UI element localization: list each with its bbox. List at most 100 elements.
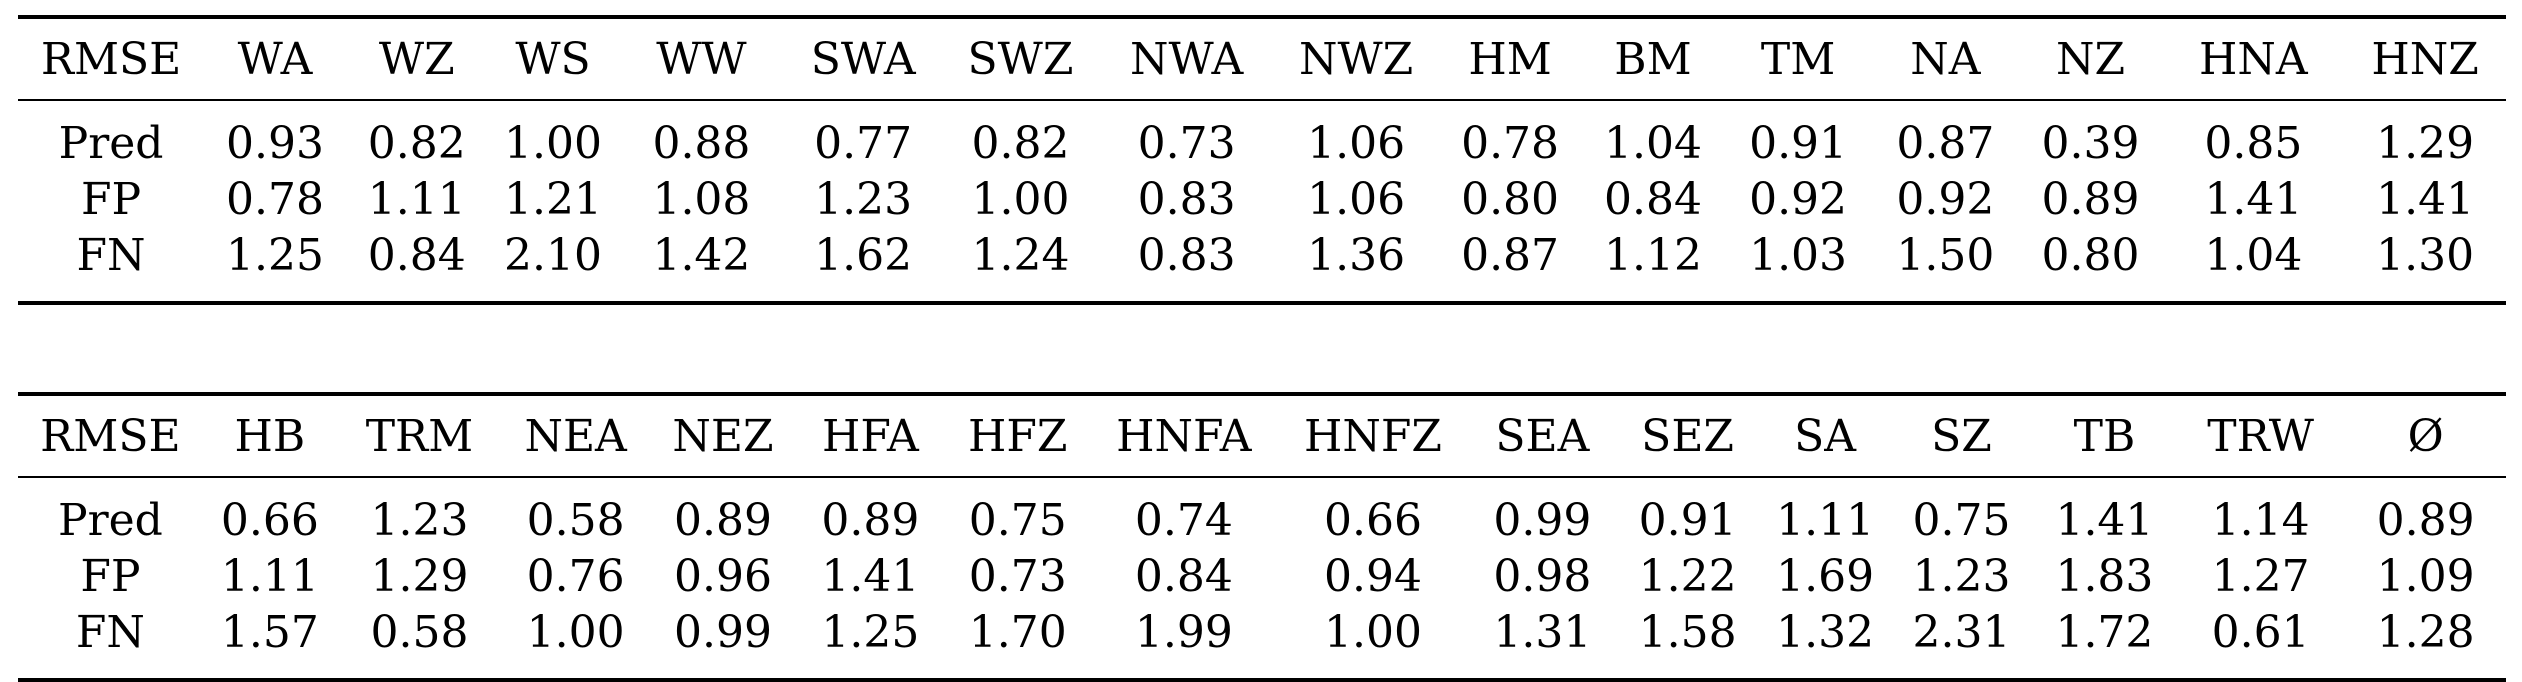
table-cell: 1.03 xyxy=(1749,229,1848,281)
table-row: FP 0.78 1.11 1.21 1.08 1.23 1.00 0.83 1.06 0.80 0.… xyxy=(18,171,2506,227)
table-cell: 1.11 xyxy=(1776,494,1875,546)
table-row: Pred 0.93 0.82 1.00 0.88 0.77 0.82 0.73 1.06 0.78… xyxy=(18,100,2506,171)
column-header: HNFZ xyxy=(1304,410,1443,462)
table-cell: 0.87 xyxy=(1461,229,1560,281)
table-cell: 0.80 xyxy=(1461,173,1560,225)
table-cell: 1.41 xyxy=(2204,173,2303,225)
column-header: TRM xyxy=(365,410,474,462)
table-cell: 1.08 xyxy=(652,173,751,225)
column-header: HB xyxy=(234,410,306,462)
table-cell: 1.28 xyxy=(2376,606,2475,658)
table-cell: 1.04 xyxy=(2204,229,2303,281)
table-cell: 1.83 xyxy=(2055,550,2154,602)
table-cell: 1.00 xyxy=(526,606,625,658)
table-cell: 1.06 xyxy=(1307,173,1406,225)
table-cell: 0.76 xyxy=(526,550,625,602)
table-cell: 0.94 xyxy=(1324,550,1422,602)
column-header: SEA xyxy=(1495,410,1590,462)
column-header: WZ xyxy=(378,33,455,85)
table-cell: 1.25 xyxy=(226,229,324,281)
table-cell: 0.99 xyxy=(674,606,772,658)
table-cell: 0.58 xyxy=(370,606,469,658)
column-header: HNZ xyxy=(2371,33,2479,85)
column-header: HM xyxy=(1468,33,1552,85)
column-header: TRW xyxy=(2207,410,2314,462)
column-header: WW xyxy=(656,33,747,85)
table-cell: 0.75 xyxy=(968,494,1067,546)
header-row: RMSE WA WZ WS WW SWA SWZ NWA NWZ HM BM TM NA NZ HNA HNZ xyxy=(18,17,2506,100)
table-cell: 1.04 xyxy=(1603,117,1702,169)
table-cell: 0.74 xyxy=(1134,494,1233,546)
table-cell: 1.31 xyxy=(1493,606,1592,658)
table-cell: 0.89 xyxy=(821,494,920,546)
row-label: Pred xyxy=(58,117,164,169)
table-cell: 2.31 xyxy=(1912,606,2011,658)
table-cell: 0.77 xyxy=(814,117,913,169)
table-cell: 1.09 xyxy=(2376,550,2475,602)
table-cell: 1.57 xyxy=(220,606,319,658)
rmse-table-1: RMSE WA WZ WS WW SWA SWZ NWA NWZ HM BM TM NA NZ HNA HNZ… xyxy=(18,15,2506,305)
row-label: Pred xyxy=(57,494,163,546)
table-cell: 0.83 xyxy=(1137,229,1236,281)
table-cell: 0.75 xyxy=(1912,494,2011,546)
table-cell: 1.24 xyxy=(971,229,1070,281)
row-label: FP xyxy=(80,173,142,225)
row-label: FP xyxy=(80,550,141,602)
table-cell: 1.42 xyxy=(652,229,751,281)
table-cell: 1.36 xyxy=(1307,229,1406,281)
table-cell: 0.66 xyxy=(220,494,319,546)
table-cell: 0.73 xyxy=(968,550,1067,602)
rmse-table-2: RMSE HB TRM NEA NEZ HFA HFZ HNFA HNFZ SEA SEZ SA SZ T… xyxy=(18,392,2506,682)
table-cell: 0.82 xyxy=(367,117,466,169)
table-row: FN 1.25 0.84 2.10 1.42 1.62 1.24 0.83 1.36 0.87 1.… xyxy=(18,227,2506,303)
table-cell: 1.29 xyxy=(370,550,469,602)
header-metric-label: RMSE xyxy=(40,33,182,85)
table-cell: 1.41 xyxy=(821,550,920,602)
column-header: SEZ xyxy=(1641,410,1735,462)
table-cell: 0.99 xyxy=(1493,494,1592,546)
table-cell: 0.88 xyxy=(652,117,751,169)
table-cell: 0.93 xyxy=(226,117,324,169)
table-cell: 1.70 xyxy=(968,606,1067,658)
table-cell: 0.84 xyxy=(1603,173,1702,225)
table-row: FP 1.11 1.29 0.76 0.96 1.41 0.73 0.84 0.94 0.98 1.… xyxy=(18,548,2506,604)
table-cell: 1.11 xyxy=(367,173,466,225)
column-header: SWZ xyxy=(967,33,1074,85)
table-cell: 0.61 xyxy=(2211,606,2310,658)
table-cell: 1.23 xyxy=(814,173,913,225)
table-cell: 1.30 xyxy=(2376,229,2475,281)
table-cell: 0.78 xyxy=(1461,117,1560,169)
column-header: HNA xyxy=(2199,33,2308,85)
table-cell: 1.23 xyxy=(370,494,469,546)
table-cell: 1.00 xyxy=(971,173,1070,225)
column-header: Ø xyxy=(2407,410,2444,462)
table-cell: 1.72 xyxy=(2055,606,2154,658)
table-cell: 1.62 xyxy=(814,229,913,281)
table-cell: 1.69 xyxy=(1776,550,1875,602)
table-cell: 0.78 xyxy=(226,173,324,225)
table-cell: 0.89 xyxy=(2041,173,2140,225)
table-cell: 1.00 xyxy=(1324,606,1422,658)
column-header: SA xyxy=(1794,410,1857,462)
table-cell: 1.58 xyxy=(1638,606,1737,658)
column-header: HFZ xyxy=(968,410,1068,462)
table-cell: 1.14 xyxy=(2211,494,2310,546)
column-header: NWZ xyxy=(1298,33,1414,85)
table-cell: 1.21 xyxy=(504,173,602,225)
column-header: NA xyxy=(1910,33,1981,85)
column-header: SWA xyxy=(810,33,916,85)
table-cell: 0.98 xyxy=(1493,550,1592,602)
table-cell: 1.12 xyxy=(1603,229,1702,281)
column-header: WS xyxy=(515,33,591,85)
table-cell: 0.84 xyxy=(1134,550,1233,602)
column-header: TB xyxy=(2073,410,2136,462)
table-cell: 0.80 xyxy=(2041,229,2140,281)
table-cell: 1.32 xyxy=(1776,606,1875,658)
column-header: WA xyxy=(237,33,313,85)
table-cell: 1.00 xyxy=(504,117,602,169)
table-cell: 1.50 xyxy=(1896,229,1995,281)
table-cell: 0.82 xyxy=(971,117,1070,169)
table-cell: 1.22 xyxy=(1638,550,1737,602)
table-cell: 0.73 xyxy=(1137,117,1236,169)
row-label: FN xyxy=(76,229,146,281)
